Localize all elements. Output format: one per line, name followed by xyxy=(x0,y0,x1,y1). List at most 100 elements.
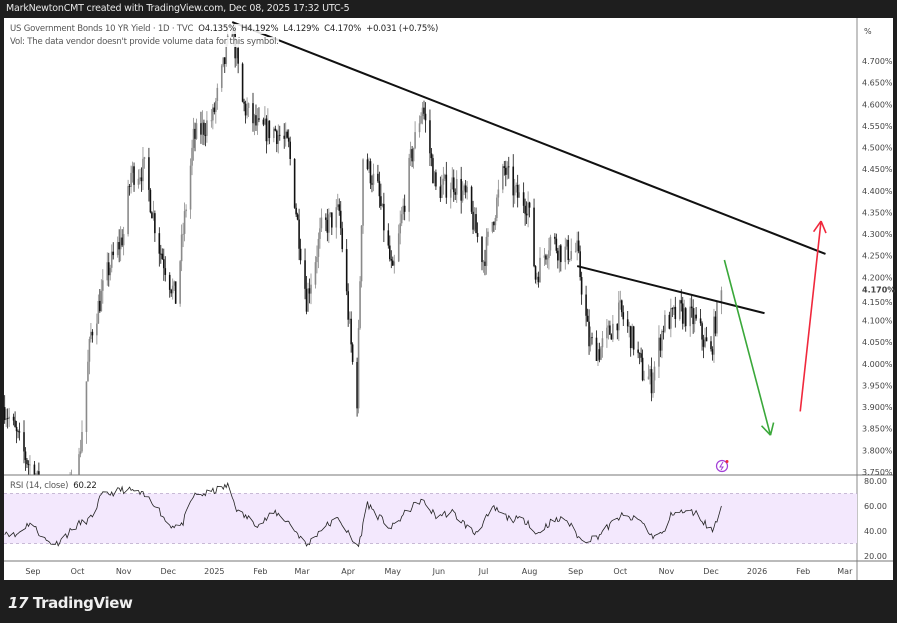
candle xyxy=(258,107,260,123)
candle-body xyxy=(430,153,433,159)
candle xyxy=(537,271,540,288)
candle-body xyxy=(649,369,651,377)
candle-body xyxy=(278,134,281,136)
time-tick-label: 2025 xyxy=(204,567,224,576)
candle-body xyxy=(107,262,110,276)
candle-body xyxy=(185,209,187,212)
candle xyxy=(336,193,339,210)
event-circle xyxy=(715,459,729,473)
candle-body xyxy=(110,251,113,268)
change-value: +0.031 (+0.75%) xyxy=(366,24,439,34)
candle xyxy=(512,154,515,208)
tradingview-brand[interactable]: 17 TradingView xyxy=(8,594,133,612)
candle-body xyxy=(527,202,529,216)
candle xyxy=(372,163,375,192)
candle xyxy=(170,288,173,297)
trendline-1 xyxy=(231,21,826,255)
candle xyxy=(293,158,296,209)
candle xyxy=(215,97,217,124)
candle-body xyxy=(494,217,497,226)
candle xyxy=(18,422,21,441)
candle xyxy=(549,234,552,256)
candle xyxy=(606,318,608,348)
candle xyxy=(335,199,338,239)
candle-body xyxy=(515,184,518,187)
candle xyxy=(628,321,631,338)
candle-body xyxy=(652,380,654,394)
candle xyxy=(319,217,321,249)
candle xyxy=(152,200,155,221)
candle-body xyxy=(366,159,369,170)
lightning-event-icon[interactable] xyxy=(715,459,729,473)
candle-body xyxy=(274,128,277,131)
candle xyxy=(664,310,666,334)
candle xyxy=(475,207,477,234)
candle xyxy=(643,370,645,382)
last-price-label: 4.170% xyxy=(862,285,895,294)
candle xyxy=(412,147,415,169)
candle xyxy=(516,174,519,208)
candle-body xyxy=(393,261,396,266)
candle xyxy=(360,225,363,288)
chart-panel[interactable] xyxy=(4,18,893,580)
candle-body xyxy=(460,178,462,201)
candle xyxy=(216,83,219,110)
candle xyxy=(151,211,153,219)
candle xyxy=(36,470,39,475)
candle xyxy=(275,129,278,153)
candle-body xyxy=(293,158,296,208)
candle-body xyxy=(215,100,217,112)
candle xyxy=(705,326,708,342)
candle xyxy=(626,311,629,333)
candle-body xyxy=(372,173,375,185)
candle xyxy=(670,298,672,338)
candle xyxy=(210,109,213,128)
price-tick-label: 4.500% xyxy=(862,144,893,153)
candle-body xyxy=(704,337,706,347)
candle-body xyxy=(246,107,248,116)
candle xyxy=(652,372,654,398)
candle xyxy=(244,100,247,124)
candle-body xyxy=(36,471,39,475)
candle xyxy=(637,341,639,359)
candle xyxy=(640,347,642,363)
candle xyxy=(452,169,455,202)
candle-body xyxy=(606,327,608,339)
candle xyxy=(201,110,204,145)
candle xyxy=(662,325,665,340)
candle xyxy=(26,457,28,468)
candle-body xyxy=(435,172,437,187)
candle xyxy=(423,100,425,120)
candle xyxy=(414,121,416,150)
time-tick-label: May xyxy=(385,567,402,576)
candle-body xyxy=(681,303,684,324)
candle-body xyxy=(408,157,410,212)
candle-body xyxy=(466,186,468,193)
candle-body xyxy=(507,166,510,168)
candle-body xyxy=(247,103,250,108)
time-tick-label: Jun xyxy=(432,567,446,576)
candle xyxy=(494,215,497,230)
candle xyxy=(308,278,311,304)
candle-body xyxy=(162,259,165,269)
candle-body xyxy=(345,249,348,292)
candle xyxy=(543,248,546,267)
candle-body xyxy=(638,352,641,354)
candle-body xyxy=(206,120,208,136)
symbol-name[interactable]: US Government Bonds 10 YR Yield · 1D · T… xyxy=(10,24,194,34)
candle xyxy=(14,411,16,428)
candle-body xyxy=(485,236,488,266)
candle-body xyxy=(253,115,256,124)
candle-body xyxy=(296,214,299,220)
candle-body xyxy=(222,57,225,66)
arrow-head xyxy=(769,422,775,436)
candle xyxy=(525,201,528,225)
candle-body xyxy=(331,212,333,228)
candle-body xyxy=(235,47,238,59)
candle xyxy=(277,124,280,154)
rsi-title[interactable]: RSI (14, close) xyxy=(10,481,69,491)
candle xyxy=(23,420,25,464)
candle-body xyxy=(554,236,556,239)
candle xyxy=(348,311,351,324)
